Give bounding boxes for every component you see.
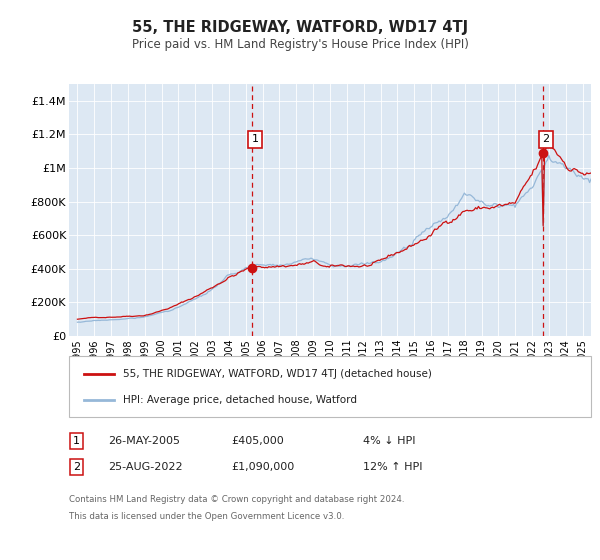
Text: 55, THE RIDGEWAY, WATFORD, WD17 4TJ: 55, THE RIDGEWAY, WATFORD, WD17 4TJ xyxy=(132,20,468,35)
Text: Price paid vs. HM Land Registry's House Price Index (HPI): Price paid vs. HM Land Registry's House … xyxy=(131,38,469,51)
Text: 55, THE RIDGEWAY, WATFORD, WD17 4TJ (detached house): 55, THE RIDGEWAY, WATFORD, WD17 4TJ (det… xyxy=(123,369,432,379)
Text: 25-AUG-2022: 25-AUG-2022 xyxy=(108,462,182,472)
Text: Contains HM Land Registry data © Crown copyright and database right 2024.: Contains HM Land Registry data © Crown c… xyxy=(69,495,404,504)
Text: 2: 2 xyxy=(73,462,80,472)
Text: 26-MAY-2005: 26-MAY-2005 xyxy=(108,436,180,446)
Text: This data is licensed under the Open Government Licence v3.0.: This data is licensed under the Open Gov… xyxy=(69,512,344,521)
Text: £405,000: £405,000 xyxy=(231,436,284,446)
Text: 1: 1 xyxy=(73,436,80,446)
Text: HPI: Average price, detached house, Watford: HPI: Average price, detached house, Watf… xyxy=(123,395,357,405)
Text: 12% ↑ HPI: 12% ↑ HPI xyxy=(363,462,422,472)
Text: 4% ↓ HPI: 4% ↓ HPI xyxy=(363,436,415,446)
Text: 1: 1 xyxy=(252,134,259,144)
Text: 2: 2 xyxy=(542,134,550,144)
Text: £1,090,000: £1,090,000 xyxy=(231,462,294,472)
